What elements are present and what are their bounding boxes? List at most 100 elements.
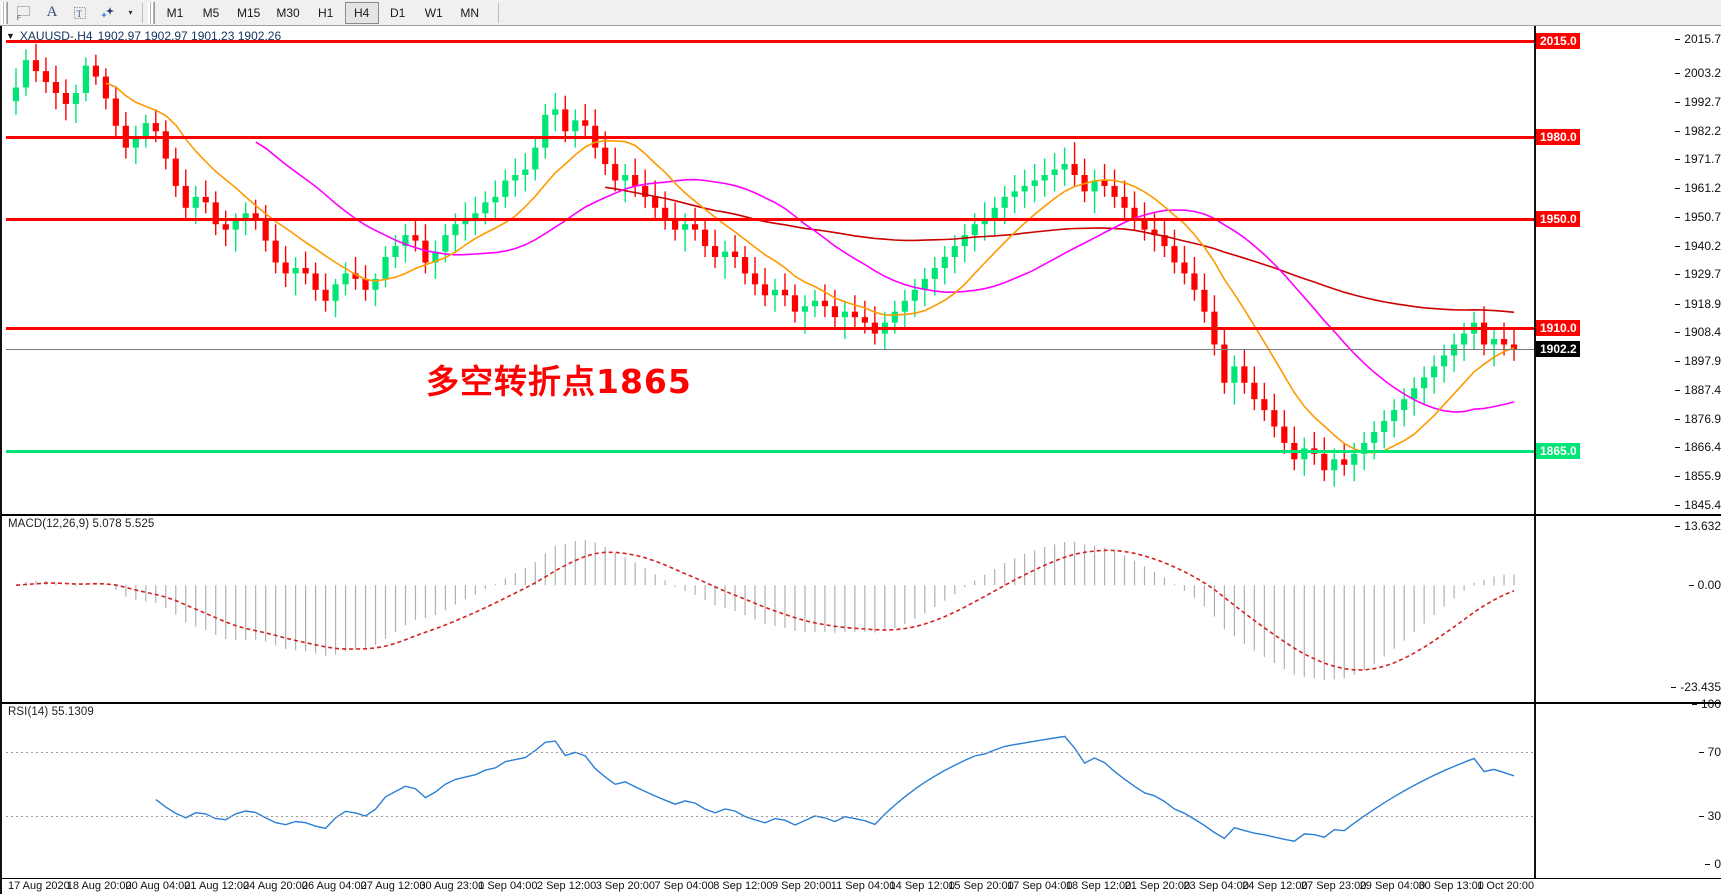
macd-axis[interactable]: 13.632 0.00 -23.435	[1534, 516, 1721, 702]
time-tick-22: 27 Sep 23:00	[1300, 880, 1367, 892]
symbol-label: XAUUSD-,H4	[19, 28, 93, 43]
price-plot[interactable]: 多空转折点1865	[6, 26, 1534, 514]
time-tick-23: 29 Sep 04:00	[1359, 880, 1426, 892]
rsi-series-svg	[155, 735, 1515, 842]
timeframe-m15[interactable]: M15	[237, 5, 261, 20]
rsi-title: RSI(14) 55.1309	[8, 706, 94, 718]
rsi-tick-100: 100	[1691, 697, 1721, 711]
price-tick-1876.9: 1876.9	[1675, 412, 1721, 426]
price-tick-1845.4: 1845.4	[1675, 498, 1721, 512]
toolbar-separator	[142, 2, 143, 23]
text-label-glyph: T	[74, 6, 86, 19]
svg-text:T: T	[77, 9, 83, 19]
time-tick-1: 18 Aug 20:00	[66, 880, 132, 892]
rsi-plot[interactable]	[6, 704, 1534, 878]
symbol-info-bar[interactable]: ▼ XAUUSD-,H4 1902.97 1902.97 1901.23 190…	[6, 28, 281, 43]
time-tick-2: 20 Aug 04:00	[125, 880, 191, 892]
crosshair-f-glyph: F	[17, 5, 30, 21]
macd-tick-0.00: 0.00	[1688, 578, 1721, 592]
objects-icon[interactable]	[95, 2, 121, 24]
time-tick-25: 1 Oct 20:00	[1477, 880, 1535, 892]
svg-text:F: F	[17, 16, 21, 21]
timeframe-mn[interactable]: MN	[460, 5, 480, 20]
price-tick-1897.9: 1897.9	[1675, 354, 1721, 368]
macd-plot[interactable]	[6, 516, 1534, 702]
timeframe-group: M1 M5 M15 M30 H1 H4 D1 W1 MN	[157, 1, 488, 24]
timeframe-m1[interactable]: M1	[166, 5, 184, 20]
chart-canvas-area[interactable]: ▼ XAUUSD-,H4 1902.97 1902.97 1901.23 190…	[0, 26, 1721, 894]
price-level-tag-1910.0: 1910.0	[1536, 320, 1580, 337]
time-tick-11: 7 Sep 04:00	[654, 880, 714, 892]
collapse-triangle-icon[interactable]: ▼	[6, 30, 15, 41]
timeframe-m30[interactable]: M30	[276, 5, 300, 20]
time-tick-3: 21 Aug 12:00	[184, 880, 250, 892]
price-tick-1982.2: 1982.2	[1675, 124, 1721, 138]
time-axis[interactable]: 17 Aug 2020 18 Aug 20:00 20 Aug 04:00 21 Au…	[2, 878, 1721, 894]
price-level-line-2015.0[interactable]	[6, 40, 1534, 44]
current-price-tag: 1902.2	[1536, 341, 1580, 358]
rsi-level-30	[6, 816, 1534, 817]
price-level-tag-1865.0: 1865.0	[1536, 443, 1580, 460]
time-tick-21: 24 Sep 12:00	[1242, 880, 1308, 892]
price-tick-1940.2: 1940.2	[1675, 239, 1721, 253]
time-tick-6: 27 Aug 12:00	[360, 880, 426, 892]
price-tick-1950.7: 1950.7	[1675, 210, 1721, 224]
macd-title: MACD(12,26,9) 5.078 5.525	[8, 518, 155, 530]
time-tick-10: 3 Sep 20:00	[595, 880, 656, 892]
macd-tick-13.632: 13.632	[1675, 519, 1721, 533]
time-tick-20: 23 Sep 04:00	[1183, 880, 1249, 892]
time-tick-0: 17 Aug 2020	[8, 880, 70, 892]
macd-tick--23.435: -23.435	[1671, 680, 1721, 694]
rsi-axis[interactable]: 100 70 30 0	[1534, 697, 1721, 878]
time-tick-15: 14 Sep 12:00	[889, 880, 955, 892]
price-level-line-1865.0[interactable]	[6, 450, 1534, 454]
time-tick-13: 9 Sep 20:00	[772, 880, 832, 892]
text-label-icon[interactable]: T	[67, 2, 93, 24]
price-panel[interactable]: ▼ XAUUSD-,H4 1902.97 1902.97 1901.23 190…	[2, 26, 1721, 514]
timeframe-m5[interactable]: M5	[202, 5, 220, 20]
time-tick-17: 17 Sep 04:00	[1007, 880, 1073, 892]
time-tick-4: 24 Aug 20:00	[243, 880, 308, 892]
price-level-line-1910.0[interactable]	[6, 327, 1534, 331]
chart-toolbar: F A T ▾ M1 M5 M15 M30 H1 H4 D1 W1 MN	[0, 0, 1721, 26]
time-tick-5: 26 Aug 04:00	[301, 880, 367, 892]
timeframe-h1[interactable]: H1	[318, 5, 334, 20]
price-tick-1961.2: 1961.2	[1675, 181, 1721, 195]
time-tick-14: 11 Sep 04:00	[830, 880, 896, 892]
price-tick-1918.9: 1918.9	[1675, 297, 1721, 311]
time-tick-8: 1 Sep 04:00	[478, 880, 538, 892]
time-tick-12: 8 Sep 12:00	[713, 880, 773, 892]
objects-dropdown-caret[interactable]: ▾	[128, 8, 133, 17]
time-tick-7: 30 Aug 23:00	[419, 880, 485, 892]
price-tick-1855.9: 1855.9	[1675, 469, 1721, 483]
price-series-svg	[12, 43, 1518, 487]
price-level-tag-1980.0: 1980.0	[1536, 128, 1580, 145]
price-level-line-1950.0[interactable]	[6, 217, 1534, 221]
price-tick-1887.4: 1887.4	[1675, 383, 1721, 397]
rsi-tick-0: 0	[1705, 857, 1721, 871]
timeframe-grip[interactable]	[148, 1, 155, 24]
price-axis[interactable]: 2015.7 2003.2 1992.7 1982.2 1971.7 1961.2 1950…	[1534, 26, 1721, 514]
price-level-line-1980.0[interactable]	[6, 135, 1534, 139]
timeframe-w1[interactable]: W1	[424, 5, 443, 20]
rsi-level-70	[6, 752, 1534, 753]
price-tick-1908.4: 1908.4	[1675, 325, 1721, 339]
ohlc-values: 1902.97 1902.97 1901.23 1902.26	[97, 28, 282, 43]
price-level-tag-1950.0: 1950.0	[1536, 210, 1580, 227]
crosshair-f-icon[interactable]: F	[11, 2, 37, 24]
price-tick-2003.2: 2003.2	[1675, 66, 1721, 80]
text-a-icon[interactable]: A	[46, 4, 58, 20]
chart-annotation-text: 多空转折点1865	[426, 362, 692, 402]
macd-panel[interactable]: MACD(12,26,9) 5.078 5.525 13.632 0.00 -23.…	[2, 514, 1721, 702]
timeframe-d1[interactable]: D1	[390, 5, 406, 20]
macd-series-svg	[15, 539, 1515, 681]
price-tick-1992.7: 1992.7	[1675, 95, 1721, 109]
timeframe-h4[interactable]: H4	[344, 1, 379, 24]
rsi-tick-30: 30	[1698, 809, 1721, 823]
time-tick-19: 21 Sep 20:00	[1124, 880, 1191, 892]
time-tick-16: 15 Sep 20:00	[948, 880, 1014, 892]
rsi-panel[interactable]: RSI(14) 55.1309 100 70 30 0 17 Aug 2020 18 A…	[2, 697, 1721, 894]
price-tick-1866.4: 1866.4	[1675, 440, 1721, 454]
toolbar-grip[interactable]	[1, 1, 8, 24]
